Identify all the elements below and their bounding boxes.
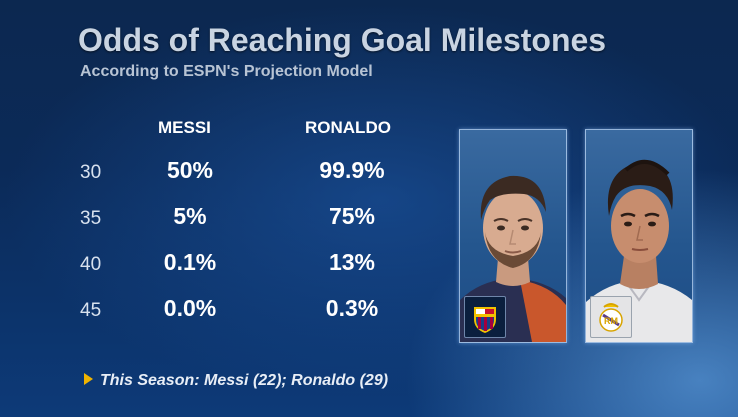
cell-messi-odds: 50% <box>166 157 214 183</box>
cell-ronaldo-odds: 13% <box>328 249 376 275</box>
row-label-goals: 45 <box>80 300 102 321</box>
cell-ronaldo-odds: 99.9% <box>319 157 385 183</box>
player-photo-messi <box>459 129 567 343</box>
row-label-goals: 30 <box>80 162 102 183</box>
cell-messi-odds: 0.1% <box>163 249 217 275</box>
play-arrow-icon <box>84 373 93 385</box>
cell-messi-odds: 0.0% <box>163 295 217 321</box>
fc-barcelona-crest-icon <box>464 296 506 338</box>
real-madrid-crest-icon: RM <box>590 296 632 338</box>
cell-ronaldo-odds: 0.3% <box>325 295 379 321</box>
svg-text:RM: RM <box>604 316 618 326</box>
column-header-messi: MESSI <box>158 118 211 137</box>
ronaldo-portrait-icon <box>586 160 692 342</box>
player-photo-ronaldo: RM <box>585 129 693 343</box>
row-label-goals: 40 <box>80 254 102 275</box>
cell-messi-odds: 5% <box>173 203 207 229</box>
graphic-subtitle: According to ESPN's Projection Model <box>80 63 373 80</box>
cell-ronaldo-odds: 75% <box>328 203 376 229</box>
column-header-ronaldo: RONALDO <box>305 118 391 137</box>
season-footnote-text: This Season: Messi (22); Ronaldo (29) <box>100 372 389 389</box>
graphic-title: Odds of Reaching Goal Milestones <box>78 22 607 58</box>
season-footnote: This Season: Messi (22); Ronaldo (29) <box>84 372 388 390</box>
row-label-goals: 35 <box>80 208 102 229</box>
